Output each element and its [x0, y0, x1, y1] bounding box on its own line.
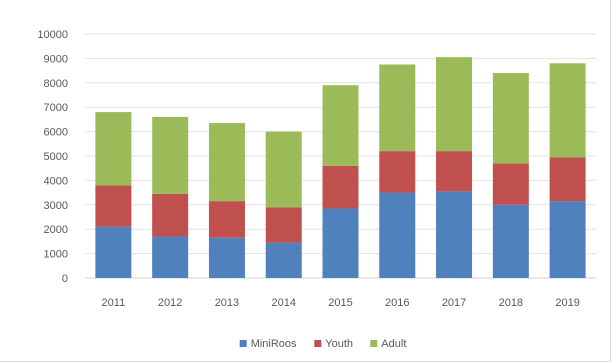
- bar-adult-2015: [322, 85, 359, 166]
- y-tick-label: 2000: [44, 224, 68, 236]
- legend-label: Adult: [381, 338, 406, 350]
- x-tick-label: 2014: [271, 297, 295, 309]
- bar-miniroos-2017: [436, 191, 473, 278]
- bar-youth-2013: [208, 201, 245, 238]
- x-tick-label: 2013: [215, 297, 239, 309]
- x-tick-label: 2012: [158, 297, 182, 309]
- bar-youth-2012: [152, 193, 189, 237]
- x-tick-label: 2017: [442, 297, 466, 309]
- bar-adult-2014: [265, 131, 302, 208]
- x-tick-label: 2011: [102, 297, 126, 309]
- x-tick-label: 2016: [385, 297, 409, 309]
- bar-miniroos-2012: [152, 236, 189, 278]
- legend-label: MiniRoos: [251, 338, 297, 350]
- legend-item-adult: Adult: [370, 338, 406, 350]
- bar-youth-2015: [322, 165, 359, 209]
- y-tick-label: 5000: [44, 151, 68, 163]
- bar-youth-2014: [265, 207, 302, 243]
- y-tick-label: 7000: [44, 102, 68, 114]
- legend-swatch: [314, 340, 322, 347]
- bar-miniroos-2014: [265, 242, 302, 278]
- bar-miniroos-2016: [379, 192, 416, 278]
- legend-swatch: [239, 340, 247, 347]
- bar-miniroos-2019: [549, 201, 586, 278]
- legend-label: Youth: [325, 338, 353, 350]
- legend-item-miniroos: MiniRoos: [239, 338, 297, 350]
- bar-adult-2019: [549, 63, 586, 158]
- x-axis-tick-labels: 2011 2012 2013 2014 2015 2016 2017 2018 2019: [102, 297, 580, 309]
- y-tick-label: 8000: [44, 78, 68, 90]
- bar-adult-2013: [208, 123, 245, 202]
- bars: [95, 57, 586, 278]
- legend-swatch: [370, 340, 378, 347]
- legend: MiniRoos Youth Adult: [239, 338, 406, 350]
- bar-adult-2011: [95, 112, 132, 186]
- bar-adult-2016: [379, 64, 416, 152]
- x-tick-label: 2015: [328, 297, 352, 309]
- y-tick-label: 6000: [44, 127, 68, 139]
- x-tick-label: 2018: [499, 297, 523, 309]
- bar-youth-2011: [95, 185, 132, 227]
- y-tick-label: 9000: [44, 53, 68, 65]
- bar-adult-2012: [152, 116, 189, 194]
- y-tick-label: 10000: [37, 29, 68, 41]
- bar-miniroos-2011: [95, 226, 132, 278]
- y-axis-tick-labels: 0 1000 2000 3000 4000 5000 6000 7000 8000 9000 100…: [37, 29, 68, 285]
- bar-adult-2018: [492, 73, 529, 164]
- bar-adult-2017: [436, 57, 473, 152]
- y-tick-label: 3000: [44, 200, 68, 212]
- bar-youth-2018: [492, 163, 529, 205]
- bar-miniroos-2013: [208, 237, 245, 278]
- bar-miniroos-2018: [492, 204, 529, 278]
- bar-miniroos-2015: [322, 208, 359, 278]
- bar-youth-2017: [436, 151, 473, 192]
- y-tick-label: 4000: [44, 175, 68, 187]
- y-tick-label: 0: [62, 273, 68, 285]
- legend-item-youth: Youth: [314, 338, 353, 350]
- bar-youth-2019: [549, 157, 586, 202]
- y-tick-label: 1000: [44, 249, 68, 261]
- x-tick-label: 2019: [555, 297, 579, 309]
- bar-youth-2016: [379, 151, 416, 193]
